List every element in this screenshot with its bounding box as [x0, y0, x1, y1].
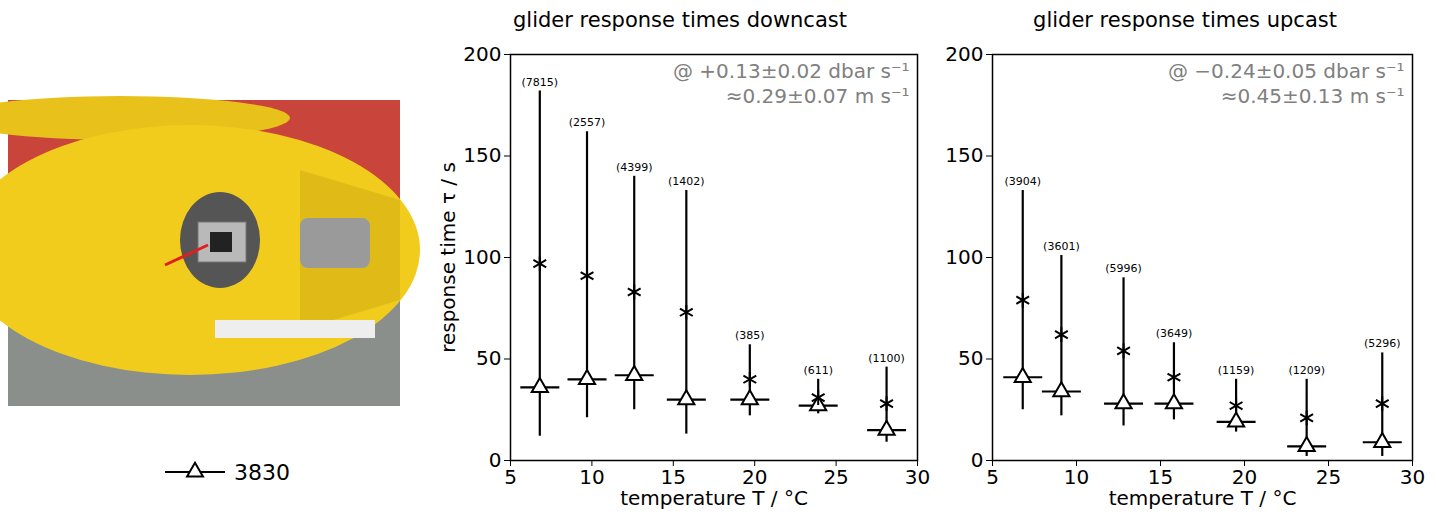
svg-text:(2557): (2557): [569, 116, 606, 129]
svg-text:(611): (611): [803, 364, 833, 377]
svg-text:(4399): (4399): [616, 161, 653, 174]
svg-text:25: 25: [823, 465, 848, 489]
svg-text:20: 20: [742, 464, 768, 489]
svg-text:(3601): (3601): [1043, 240, 1080, 253]
svg-text:150: 150: [463, 143, 501, 167]
svg-text:(1159): (1159): [1218, 364, 1255, 377]
svg-text:0: 0: [489, 448, 502, 472]
svg-text:(1209): (1209): [1288, 364, 1325, 377]
svg-text:(3904): (3904): [1004, 175, 1041, 188]
html-text:glider response times downcast: glider response times downcast: [513, 8, 847, 32]
svg-text:50: 50: [476, 346, 501, 370]
svg-text:10: 10: [579, 465, 604, 489]
svg-text:(7815): (7815): [522, 76, 559, 89]
svg-text:5: 5: [986, 465, 999, 489]
svg-text:150: 150: [945, 143, 983, 167]
svg-text:(5296): (5296): [1364, 337, 1401, 350]
svg-text:(385): (385): [735, 329, 765, 342]
svg-text:temperature T / °C: temperature T / °C: [1109, 486, 1297, 510]
svg-text:15: 15: [1147, 464, 1174, 489]
svg-text:(1402): (1402): [668, 175, 705, 188]
svg-text:100: 100: [463, 245, 501, 269]
svg-text:30: 30: [1400, 465, 1425, 489]
svg-text:5: 5: [504, 465, 517, 489]
svg-text:(3649): (3649): [1156, 327, 1193, 340]
svg-text:@ +0.13±0.02 dbar s⁻¹≈0.29±0.0: @ +0.13±0.02 dbar s⁻¹≈0.29±0.07 m s⁻¹: [673, 59, 910, 108]
html-text:glider response times upcast: glider response times upcast: [1033, 8, 1337, 32]
svg-text:@ −0.24±0.05 dbar s⁻¹≈0.45±0.1: @ −0.24±0.05 dbar s⁻¹≈0.45±0.13 m s⁻¹: [1168, 59, 1405, 108]
svg-text:15: 15: [660, 464, 686, 489]
svg-text:200: 200: [463, 42, 501, 66]
svg-text:temperature T / °C: temperature T / °C: [620, 486, 808, 510]
svg-text:50: 50: [958, 346, 983, 370]
svg-text:25: 25: [1316, 465, 1341, 489]
svg-text:20: 20: [1231, 464, 1258, 489]
svg-text:30: 30: [905, 465, 930, 489]
svg-text:100: 100: [945, 245, 983, 269]
svg-text:(5996): (5996): [1105, 262, 1142, 275]
svg-text:0: 0: [971, 448, 984, 472]
svg-text:response time τ / s: response time τ / s: [436, 162, 460, 353]
svg-text:(1100): (1100): [868, 352, 905, 365]
svg-text:200: 200: [945, 42, 983, 66]
svg-text:3830: 3830: [234, 460, 290, 485]
svg-text:10: 10: [1064, 465, 1089, 489]
